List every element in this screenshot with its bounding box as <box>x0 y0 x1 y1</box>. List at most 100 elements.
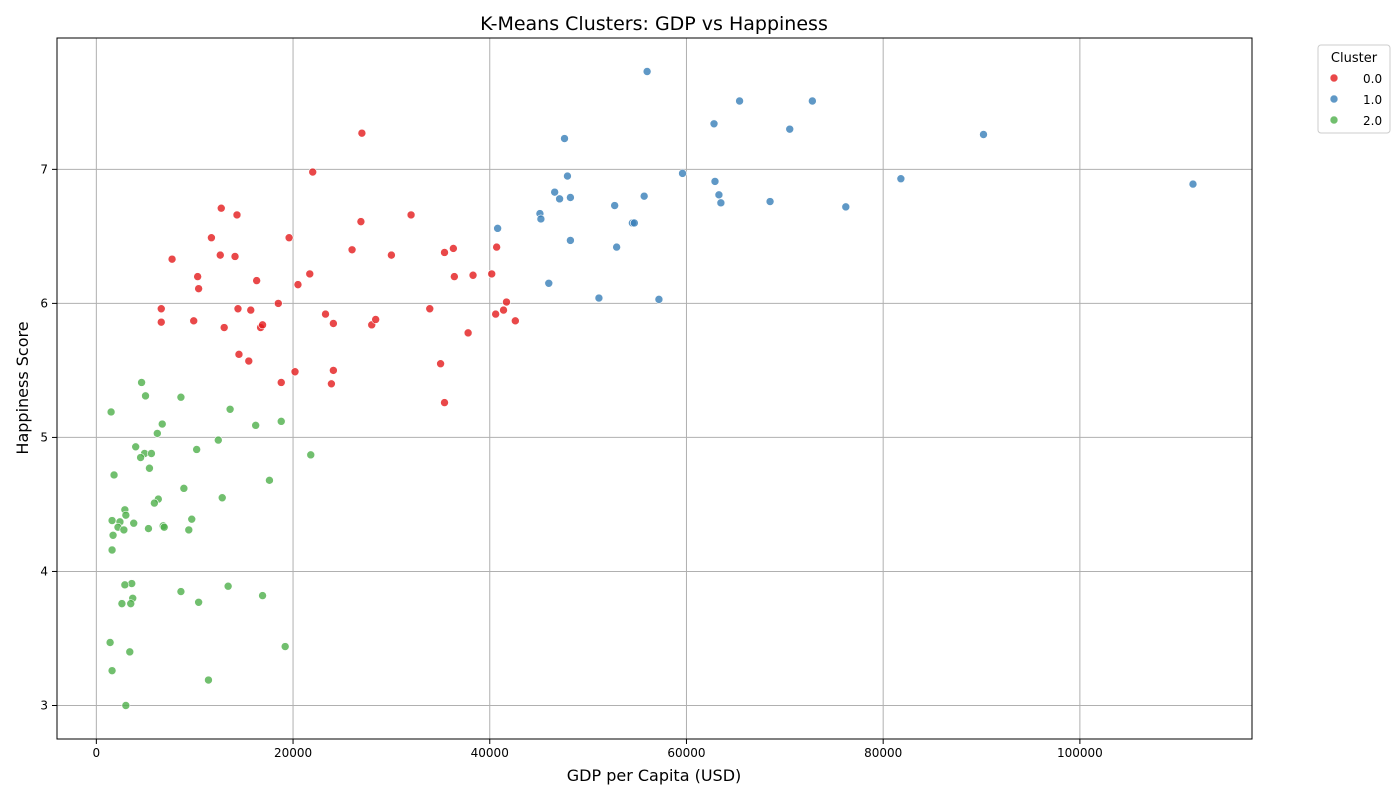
data-point <box>244 356 254 366</box>
data-point <box>463 328 473 338</box>
data-point <box>306 450 316 460</box>
data-point <box>502 297 511 307</box>
y-tick-label: 5 <box>40 430 48 444</box>
data-point <box>594 293 604 303</box>
data-point <box>153 429 162 438</box>
data-point <box>119 525 129 535</box>
x-tick-label: 20000 <box>274 746 312 760</box>
y-tick-label: 3 <box>40 698 48 712</box>
x-tick-label: 100000 <box>1057 746 1103 760</box>
data-point <box>225 404 235 414</box>
data-point <box>251 421 260 430</box>
data-point <box>371 315 380 324</box>
data-point <box>223 581 233 591</box>
data-point <box>493 224 502 233</box>
data-point <box>280 642 290 651</box>
data-point <box>105 638 115 647</box>
data-point <box>450 272 459 281</box>
data-point <box>126 599 136 608</box>
data-point <box>563 171 572 181</box>
data-point <box>290 367 300 377</box>
data-point <box>107 516 117 525</box>
data-point <box>159 522 169 532</box>
data-point <box>131 442 140 452</box>
data-point <box>612 242 621 252</box>
data-point <box>176 587 186 596</box>
data-point <box>710 177 720 186</box>
data-point <box>511 316 520 326</box>
data-point <box>187 514 197 524</box>
data-point <box>194 284 203 293</box>
data-point <box>156 304 166 314</box>
y-axis-ticks: 3 4 5 6 7 <box>40 162 57 712</box>
data-point <box>144 524 153 533</box>
data-point <box>329 366 338 375</box>
legend-title: Cluster <box>1331 51 1378 66</box>
data-point <box>284 233 294 243</box>
data-point <box>107 545 117 555</box>
data-point <box>179 484 189 493</box>
data-point <box>487 269 497 279</box>
data-point <box>125 647 135 657</box>
data-point <box>193 272 202 281</box>
data-point <box>141 391 150 401</box>
data-point <box>106 407 116 417</box>
data-points <box>105 67 1198 710</box>
data-point <box>217 493 227 503</box>
data-point <box>233 304 243 314</box>
data-point <box>107 666 117 675</box>
data-point <box>167 254 177 264</box>
legend-label: 2.0 <box>1363 114 1382 128</box>
x-tick-label: 0 <box>93 746 101 760</box>
data-point <box>356 217 366 226</box>
data-point <box>273 299 283 308</box>
data-point <box>709 119 719 129</box>
data-point <box>654 295 664 304</box>
data-point <box>468 270 478 280</box>
chart-title: K-Means Clusters: GDP vs Happiness <box>480 13 828 35</box>
data-point <box>566 236 575 245</box>
data-point <box>492 242 501 252</box>
data-point <box>246 305 256 315</box>
data-point <box>276 378 286 387</box>
data-point <box>136 453 145 462</box>
data-point <box>157 419 167 429</box>
data-point <box>329 319 338 328</box>
data-point <box>491 309 500 319</box>
data-point <box>536 214 546 224</box>
data-point <box>147 449 156 458</box>
x-tick-label: 40000 <box>471 746 509 760</box>
data-point <box>735 96 744 106</box>
data-point <box>265 476 274 485</box>
data-point <box>232 210 242 220</box>
legend: Cluster 0.0 1.0 2.0 <box>1317 44 1391 134</box>
data-point <box>276 417 286 426</box>
data-point <box>216 203 226 213</box>
x-axis-label: GDP per Capita (USD) <box>567 766 742 785</box>
data-point <box>184 525 194 535</box>
data-point <box>630 218 639 228</box>
y-tick-label: 4 <box>40 564 48 578</box>
data-point <box>252 276 261 285</box>
data-point <box>406 210 416 220</box>
data-point <box>550 187 559 197</box>
data-point <box>321 309 330 319</box>
data-point <box>440 248 449 257</box>
data-point <box>194 597 203 607</box>
data-point <box>436 359 445 369</box>
data-point <box>544 278 554 288</box>
data-point <box>293 280 303 289</box>
data-point <box>234 350 244 359</box>
data-point <box>714 190 724 200</box>
legend-marker <box>1329 73 1339 83</box>
data-point <box>642 67 652 76</box>
data-point <box>176 392 186 402</box>
data-point <box>156 317 166 327</box>
data-point <box>121 510 131 520</box>
data-point <box>841 202 851 212</box>
data-point <box>121 701 131 710</box>
data-point <box>440 398 449 407</box>
data-point <box>560 134 569 143</box>
legend-marker <box>1329 94 1339 104</box>
